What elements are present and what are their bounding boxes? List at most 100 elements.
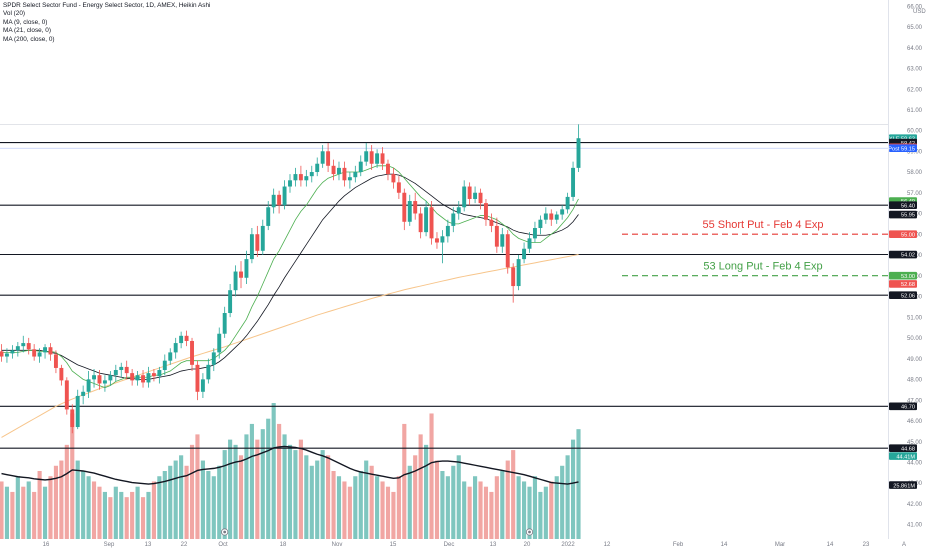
y-tick-label: 62.00 [907, 87, 923, 93]
volume-bar [4, 486, 10, 539]
volume-bar [532, 476, 538, 539]
volume-bar [560, 465, 565, 539]
candle-body [108, 375, 113, 381]
volume-bar [53, 465, 59, 539]
candle-body [337, 167, 341, 175]
volume-bar [130, 491, 135, 539]
x-tick-label: Oct [218, 542, 228, 548]
candle-body [233, 271, 238, 291]
event-marker-dot [528, 530, 531, 534]
candle-body [386, 163, 390, 175]
volume-bar [282, 434, 287, 539]
candle-body [206, 364, 211, 380]
candle-body [222, 313, 227, 334]
candle-body [179, 335, 184, 344]
candle-body [494, 225, 499, 247]
y-tick-label: 48.00 [907, 378, 923, 384]
candle-body [86, 379, 91, 392]
volume-bar [347, 486, 352, 539]
y-tick-label: 41.00 [907, 523, 923, 529]
volume-bar [266, 418, 271, 539]
volume-bar [298, 439, 303, 539]
volume-bar [467, 486, 472, 539]
volume-bar [445, 476, 450, 539]
candle-body [554, 214, 559, 220]
candle-body [211, 352, 216, 365]
x-tick-label: 23 [863, 542, 870, 548]
candle-body [255, 234, 260, 251]
volume-bar [516, 476, 521, 539]
ma9-line [1, 165, 579, 389]
candle-body [500, 234, 505, 247]
volume-bar [358, 471, 363, 539]
candle-body [157, 370, 162, 377]
volume-bar [108, 497, 113, 539]
x-tick-label: 2022 [561, 542, 575, 548]
price-tag-label: 54.02 [901, 253, 915, 259]
candle-body [217, 333, 222, 353]
candle-body [135, 375, 140, 381]
volume-bar [102, 491, 107, 539]
y-tick-label: 47.00 [907, 398, 923, 404]
candle-body [288, 180, 292, 187]
price-tag-label: 46.70 [901, 405, 915, 411]
volume-bar [434, 460, 440, 539]
y-tick-label: 58.00 [907, 170, 923, 176]
candle-body [576, 138, 581, 168]
candle-body [32, 349, 37, 357]
candle-body [124, 366, 129, 374]
price-tag [889, 402, 917, 411]
chart-title: SPDR Select Sector Fund - Energy Select … [3, 2, 211, 9]
candle-body [15, 346, 20, 351]
candle-body [413, 201, 418, 214]
candle-body [304, 176, 309, 181]
volume-bar [222, 450, 227, 539]
volume-bar [146, 491, 151, 539]
candle-body [538, 219, 543, 228]
candle-body [200, 379, 205, 392]
candle-body [560, 209, 565, 215]
volume-bar [81, 471, 86, 539]
price-tag [889, 230, 917, 239]
candle-body [151, 373, 156, 377]
candle-body [244, 259, 249, 278]
price-tag-label: 56.40 [901, 203, 915, 209]
candle-body [342, 167, 347, 181]
candle-body [347, 177, 352, 181]
volume-bar [407, 465, 412, 539]
volume-bar [543, 486, 548, 539]
volume-bar [554, 476, 559, 539]
volume-bar [119, 491, 124, 539]
volume-bar [309, 465, 314, 539]
candle-body [396, 182, 401, 193]
candle-body [195, 364, 200, 392]
candle-body [130, 373, 135, 381]
candle-body [21, 343, 26, 347]
candle-body [239, 271, 243, 278]
volume-bar [473, 476, 478, 539]
candle-body [168, 352, 173, 361]
candle-body [10, 350, 15, 354]
volume-bar [70, 413, 75, 539]
y-tick-label: 50.00 [907, 336, 923, 342]
volume-bar [162, 471, 167, 539]
y-tick-label: 45.00 [907, 440, 923, 446]
volume-bar [179, 455, 184, 539]
candle-body [249, 234, 254, 260]
candle-body [391, 174, 396, 183]
candle-body [511, 267, 516, 287]
volume-bar [522, 481, 527, 539]
candle-body [173, 343, 178, 353]
volume-bar [505, 460, 510, 539]
candle-body [298, 174, 303, 181]
volume-bar [527, 486, 532, 539]
candle-body [282, 186, 287, 206]
y-tick-label: 57.00 [907, 191, 923, 197]
candle-body [75, 395, 80, 428]
indicator-ma21: MA (21, close, 0) [3, 27, 51, 35]
price-tag [889, 271, 917, 280]
candle-body [0, 351, 4, 357]
volume-bar [91, 481, 97, 539]
